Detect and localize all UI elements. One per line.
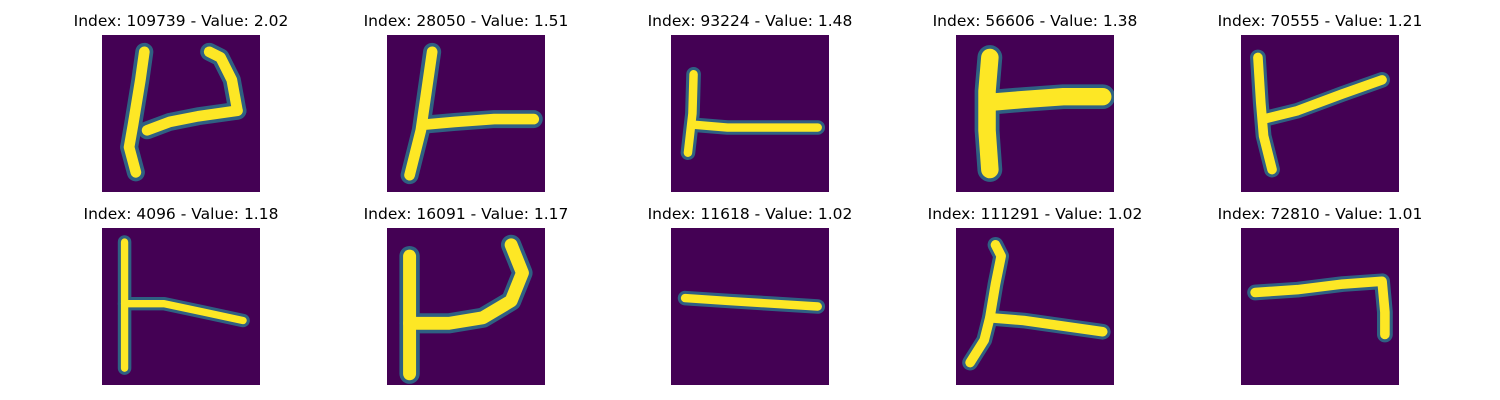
- glyph-image: [102, 35, 260, 192]
- glyph-strokes: [400, 42, 543, 185]
- panel-4: Index: 70555 - Value: 1.21: [1218, 12, 1422, 192]
- glyph-image: [1241, 35, 1399, 192]
- panel-7: Index: 11618 - Value: 1.02: [648, 205, 852, 385]
- glyph-svg: [974, 45, 1114, 182]
- glyph-image: [671, 228, 829, 385]
- glyph-strokes: [974, 45, 1114, 182]
- panel-title: Index: 111291 - Value: 1.02: [927, 205, 1143, 223]
- glyph-image: [956, 35, 1114, 192]
- panel-title: Index: 56606 - Value: 1.38: [932, 12, 1138, 30]
- glyph-svg: [117, 235, 250, 375]
- panel-5: Index: 4096 - Value: 1.18: [84, 205, 278, 385]
- glyph-strokes: [117, 235, 250, 375]
- glyph-strokes: [677, 290, 826, 314]
- glyph-image: [102, 228, 260, 385]
- panel-title: Index: 16091 - Value: 1.17: [363, 205, 569, 223]
- panel-2: Index: 93224 - Value: 1.48: [648, 12, 852, 192]
- panel-3: Index: 56606 - Value: 1.38: [933, 12, 1137, 192]
- panel-6: Index: 16091 - Value: 1.17: [364, 205, 568, 385]
- glyph-svg: [120, 42, 247, 182]
- glyph-strokes: [1250, 49, 1390, 178]
- glyph-strokes: [399, 234, 533, 384]
- panel-title: Index: 11618 - Value: 1.02: [647, 205, 853, 223]
- panel-8: Index: 111291 - Value: 1.02: [928, 205, 1142, 385]
- panel-0: Index: 109739 - Value: 2.02: [74, 12, 288, 192]
- glyph-strokes: [962, 236, 1111, 371]
- panel-title: Index: 4096 - Value: 1.18: [83, 205, 279, 223]
- glyph-image: [1241, 228, 1399, 385]
- glyph-svg: [399, 234, 533, 384]
- glyph-svg: [680, 66, 826, 161]
- panel-title: Index: 28050 - Value: 1.51: [363, 12, 569, 30]
- glyph-image: [387, 228, 545, 385]
- panel-title: Index: 72810 - Value: 1.01: [1217, 205, 1423, 223]
- glyph-svg: [677, 290, 826, 314]
- glyph-svg: [1250, 49, 1390, 178]
- glyph-svg: [400, 42, 543, 185]
- panel-title: Index: 70555 - Value: 1.21: [1217, 12, 1423, 30]
- glyph-strokes: [680, 66, 826, 161]
- panel-9: Index: 72810 - Value: 1.01: [1218, 205, 1422, 385]
- glyph-image: [387, 35, 545, 192]
- glyph-strokes: [120, 42, 247, 182]
- glyph-image: [671, 35, 829, 192]
- glyph-svg: [1247, 273, 1393, 343]
- glyph-svg: [962, 236, 1111, 371]
- panel-title: Index: 93224 - Value: 1.48: [647, 12, 853, 30]
- panel-title: Index: 109739 - Value: 2.02: [73, 12, 289, 30]
- glyph-strokes: [1247, 273, 1393, 343]
- panel-1: Index: 28050 - Value: 1.51: [364, 12, 568, 192]
- glyph-image: [956, 228, 1114, 385]
